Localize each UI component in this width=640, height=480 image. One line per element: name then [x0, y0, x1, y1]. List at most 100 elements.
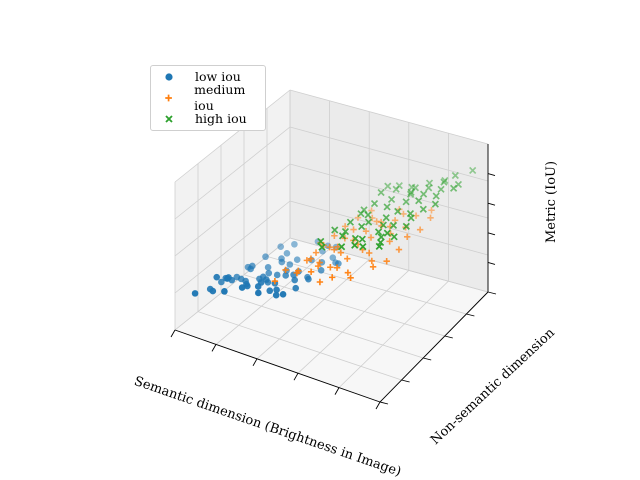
point-low-iou — [213, 273, 221, 281]
point-medium-iou — [303, 257, 311, 264]
point-medium-iou — [331, 232, 338, 239]
point-low-iou — [291, 276, 299, 284]
point-medium-iou — [386, 238, 393, 245]
point-high-iou — [406, 190, 415, 198]
point-low-iou — [282, 272, 290, 279]
point-medium-iou — [400, 210, 407, 218]
point-medium-iou — [383, 257, 390, 265]
point-low-iou — [335, 260, 342, 267]
point-high-iou — [390, 233, 398, 241]
point-high-iou — [402, 198, 410, 206]
point-low-iou — [238, 284, 246, 291]
y-axis-line — [379, 291, 489, 403]
grid-line — [297, 270, 410, 374]
grid-line — [174, 126, 291, 220]
point-low-iou — [279, 291, 287, 298]
x-axis-line — [174, 329, 381, 403]
point-high-iou — [407, 188, 415, 196]
point-medium-iou — [314, 262, 322, 270]
grid-line — [174, 163, 291, 257]
point-medium-iou — [326, 243, 333, 251]
axis-panes — [175, 90, 488, 402]
legend-label: low iou — [195, 69, 241, 84]
point-medium-iou — [293, 269, 301, 277]
x-tick — [252, 358, 258, 367]
point-high-iou — [382, 214, 390, 222]
point-low-iou — [273, 286, 280, 294]
legend-item-high: high iou — [161, 110, 247, 128]
point-high-iou — [392, 185, 400, 193]
point-high-iou — [317, 237, 325, 246]
x-marker-icon — [165, 115, 173, 123]
point-high-iou — [318, 243, 326, 251]
point-low-iou — [224, 275, 231, 282]
point-medium-iou — [404, 233, 411, 241]
x-tick — [211, 344, 217, 352]
point-high-iou — [375, 242, 383, 250]
z-tick — [487, 232, 496, 236]
grid-line — [174, 89, 291, 183]
point-medium-iou — [427, 214, 434, 221]
point-low-iou — [262, 253, 269, 261]
y-tick — [487, 291, 497, 295]
point-medium-iou — [327, 264, 334, 271]
grid-line — [215, 248, 330, 345]
point-high-iou — [377, 233, 385, 241]
point-low-iou — [272, 291, 280, 299]
grid-line — [289, 200, 489, 256]
point-low-iou — [264, 264, 272, 271]
plus-marker-icon — [165, 94, 172, 102]
point-low-iou — [221, 288, 228, 295]
z-tick — [487, 261, 496, 265]
point-low-iou — [329, 254, 337, 261]
point-high-iou — [451, 171, 459, 180]
point-high-iou — [358, 235, 366, 243]
point-high-iou — [394, 207, 402, 215]
y-tick — [466, 313, 475, 317]
legend: low iou medium iou high iou — [150, 65, 266, 131]
y-tick — [444, 335, 453, 339]
point-medium-iou — [428, 207, 435, 214]
point-medium-iou — [367, 234, 375, 241]
point-high-iou — [358, 222, 366, 231]
point-high-iou — [359, 242, 367, 251]
z-axis-label: Metric (IoU) — [544, 160, 559, 243]
point-high-iou — [431, 200, 439, 208]
point-low-iou — [266, 287, 274, 295]
point-high-iou — [338, 232, 347, 240]
y-tick — [423, 357, 432, 361]
point-medium-iou — [333, 264, 341, 271]
point-high-iou — [379, 221, 387, 229]
point-low-iou — [247, 265, 254, 273]
point-medium-iou — [334, 243, 341, 250]
grid-line — [289, 126, 489, 182]
legend-label: medium iou — [194, 82, 246, 113]
point-low-iou — [283, 249, 291, 257]
point-medium-iou — [341, 223, 349, 230]
point-high-iou — [351, 234, 360, 243]
point-high-iou — [449, 184, 458, 192]
point-low-iou — [305, 275, 312, 283]
point-medium-iou — [328, 274, 336, 281]
point-low-iou — [277, 243, 285, 250]
data-points — [191, 166, 477, 299]
point-low-iou — [255, 289, 262, 297]
point-high-iou — [402, 222, 410, 231]
point-high-iou — [389, 221, 398, 229]
point-medium-iou — [337, 249, 345, 256]
floor-pane — [175, 238, 488, 402]
point-medium-iou — [331, 246, 338, 253]
grid-line — [289, 163, 489, 219]
point-high-iou — [383, 203, 391, 211]
point-high-iou — [341, 227, 350, 236]
grid-line — [266, 256, 467, 315]
point-medium-iou — [362, 227, 370, 235]
point-high-iou — [419, 205, 427, 213]
point-high-iou — [384, 182, 392, 190]
x-tick — [375, 401, 381, 410]
x-tick — [334, 387, 340, 395]
point-low-iou — [286, 261, 294, 268]
point-low-iou — [254, 283, 262, 290]
point-medium-iou — [316, 278, 324, 286]
point-medium-iou — [368, 257, 376, 265]
